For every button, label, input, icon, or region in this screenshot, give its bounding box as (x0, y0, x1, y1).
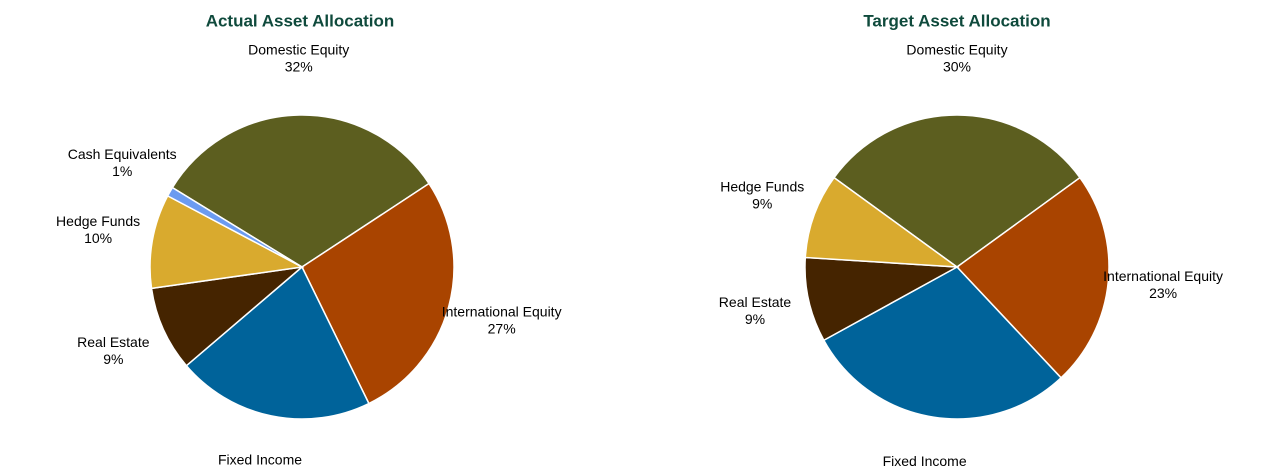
pie-slice (804, 256, 960, 342)
slice-value-label: 9% (103, 351, 123, 367)
pie-slice (149, 194, 305, 290)
chart-title: Actual Asset Allocation (206, 11, 395, 30)
slice-label: International Equity (442, 303, 562, 319)
slice-value-label: 32% (285, 59, 313, 75)
slice-value-label: 1% (112, 163, 132, 179)
slice-label: International Equity (1103, 268, 1223, 284)
pie-slice (822, 266, 1063, 420)
pie-slice (171, 114, 431, 268)
slice-label: Fixed Income (218, 451, 302, 467)
slice-label: Fixed Income (883, 453, 967, 468)
pie-slice (150, 265, 305, 367)
pie-slice (185, 265, 370, 420)
slice-value-label: 10% (84, 230, 112, 246)
pie-slice (301, 182, 455, 405)
pie-slice (955, 176, 1110, 379)
slice-value-label: 9% (752, 196, 772, 212)
slice-label: Hedge Funds (56, 213, 140, 229)
slice-label: Domestic Equity (248, 42, 349, 58)
slice-label: Hedge Funds (720, 179, 804, 195)
slice-label: Cash Equivalents (68, 146, 177, 162)
pie-slice (166, 186, 303, 268)
slice-label: Domestic Equity (906, 42, 1007, 58)
slice-value-label: 9% (745, 311, 765, 327)
slice-label: Real Estate (719, 294, 792, 310)
pie-slice (832, 114, 1082, 268)
slice-label: Real Estate (77, 334, 150, 350)
slice-value-label: 23% (1149, 285, 1177, 301)
slice-value-label: 30% (943, 59, 971, 75)
pie-slice (804, 176, 960, 268)
slice-value-label: 27% (488, 320, 516, 336)
chart-title: Target Asset Allocation (863, 11, 1050, 30)
